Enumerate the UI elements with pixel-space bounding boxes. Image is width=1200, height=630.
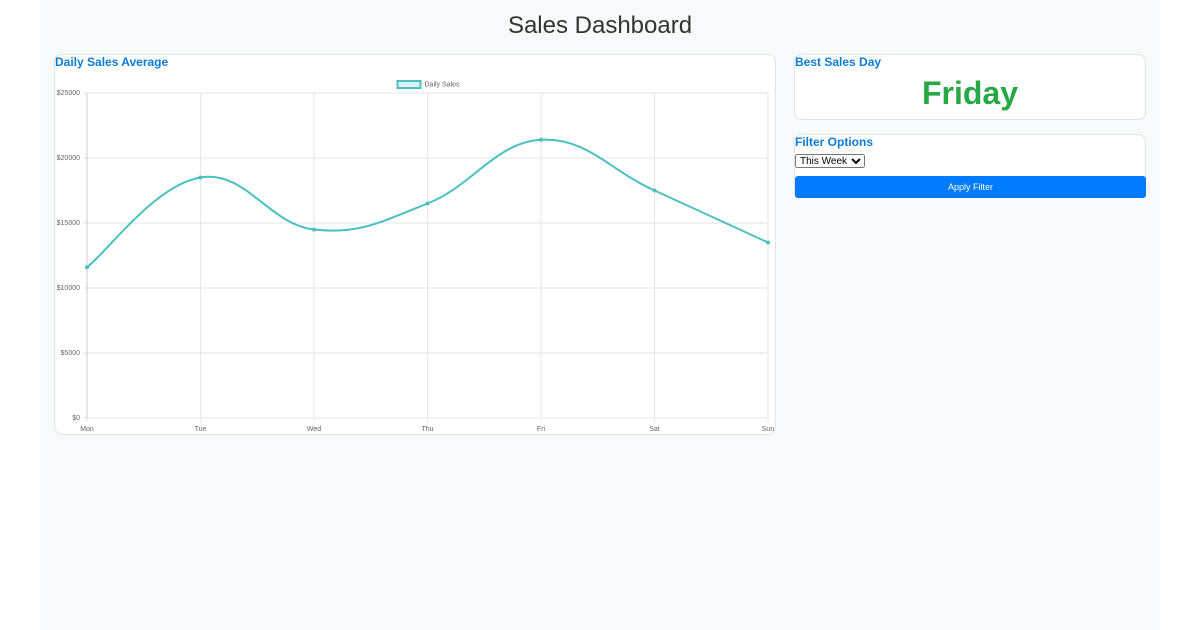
- x-tick-label: Wed: [307, 426, 321, 433]
- x-tick-label: Tue: [195, 426, 207, 433]
- y-tick-label: $10000: [57, 285, 80, 292]
- x-tick-label: Sat: [649, 426, 660, 433]
- period-select[interactable]: This Week: [795, 154, 865, 168]
- legend-swatch: [396, 80, 422, 89]
- point: [312, 227, 316, 232]
- x-tick-label: Sun: [762, 426, 775, 433]
- point: [766, 240, 770, 245]
- y-tick-label: $0: [72, 415, 80, 422]
- card-title: Filter Options: [795, 135, 873, 149]
- point: [198, 175, 203, 180]
- legend-label: Daily Sales: [425, 81, 461, 88]
- chart-card: Daily Sales Average $0 $5000 $10000 $15000 $…: [54, 54, 776, 435]
- best-day-card: Best Sales Day Friday: [794, 54, 1146, 120]
- y-tick-label: $20000: [57, 155, 80, 162]
- apply-button[interactable]: Apply Filter: [795, 176, 1146, 198]
- chart: $0 $5000 $10000 $15000 $20000 $25000 Mon Tue Wed…: [57, 80, 775, 433]
- x-tick-label: Mon: [80, 426, 94, 433]
- y-tick-label: $5000: [61, 350, 81, 357]
- y-tick-label: $25000: [57, 90, 80, 97]
- point: [652, 188, 657, 193]
- card-title: Daily Sales Average: [55, 55, 169, 69]
- best-day: Friday: [921, 75, 1019, 111]
- x-tick-label: Thu: [421, 426, 433, 433]
- x-tick-label: Fri: [537, 426, 546, 433]
- point: [85, 265, 89, 270]
- card-title: Best Sales Day: [795, 55, 882, 69]
- page-title: Sales Dashboard: [507, 12, 693, 39]
- point: [425, 201, 430, 206]
- y-tick-label: $15000: [57, 220, 80, 227]
- filter-card: Filter Options This Week Apply Filter: [794, 134, 1146, 200]
- point: [539, 137, 543, 142]
